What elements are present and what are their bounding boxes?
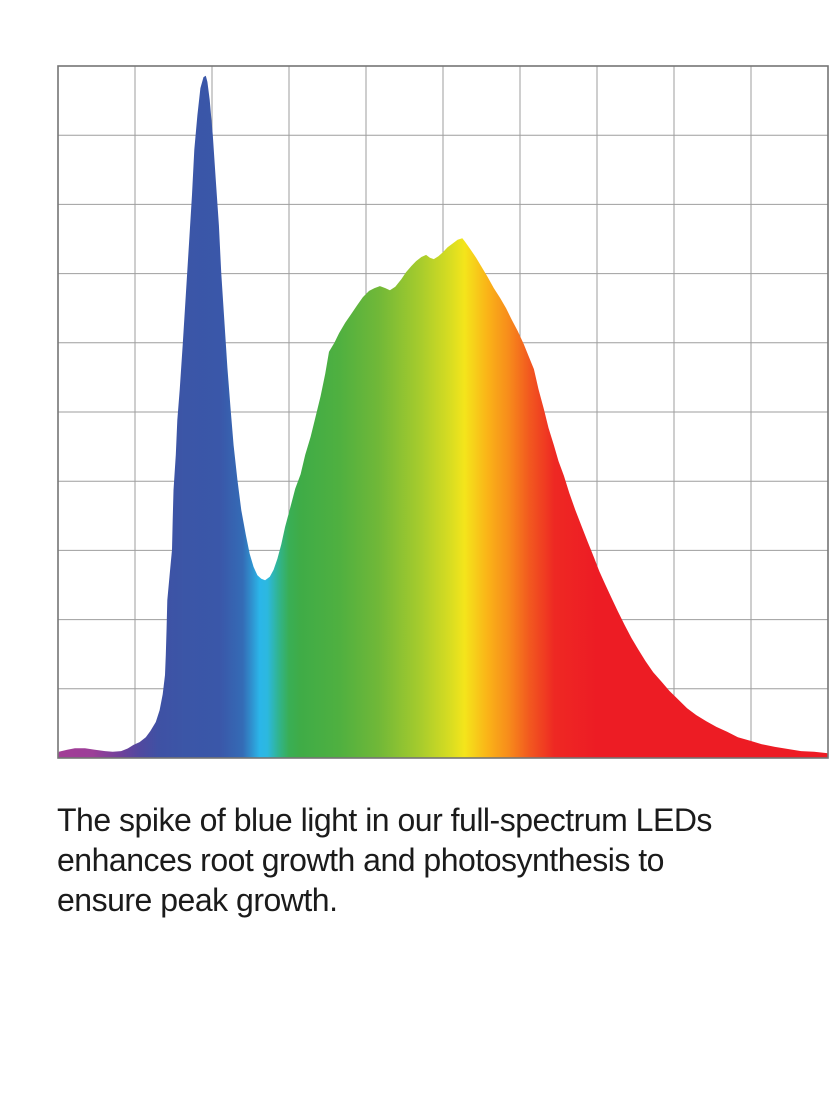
caption-line-1: The spike of blue light in our full-spec… <box>57 802 712 838</box>
spectrum-chart <box>57 65 829 759</box>
caption-line-3: ensure peak growth. <box>57 882 338 918</box>
spectrum-curve <box>58 75 828 758</box>
caption: The spike of blue light in our full-spec… <box>57 800 797 920</box>
chart-border <box>57 65 829 759</box>
caption-line-2: enhances root growth and photosynthesis … <box>57 842 664 878</box>
